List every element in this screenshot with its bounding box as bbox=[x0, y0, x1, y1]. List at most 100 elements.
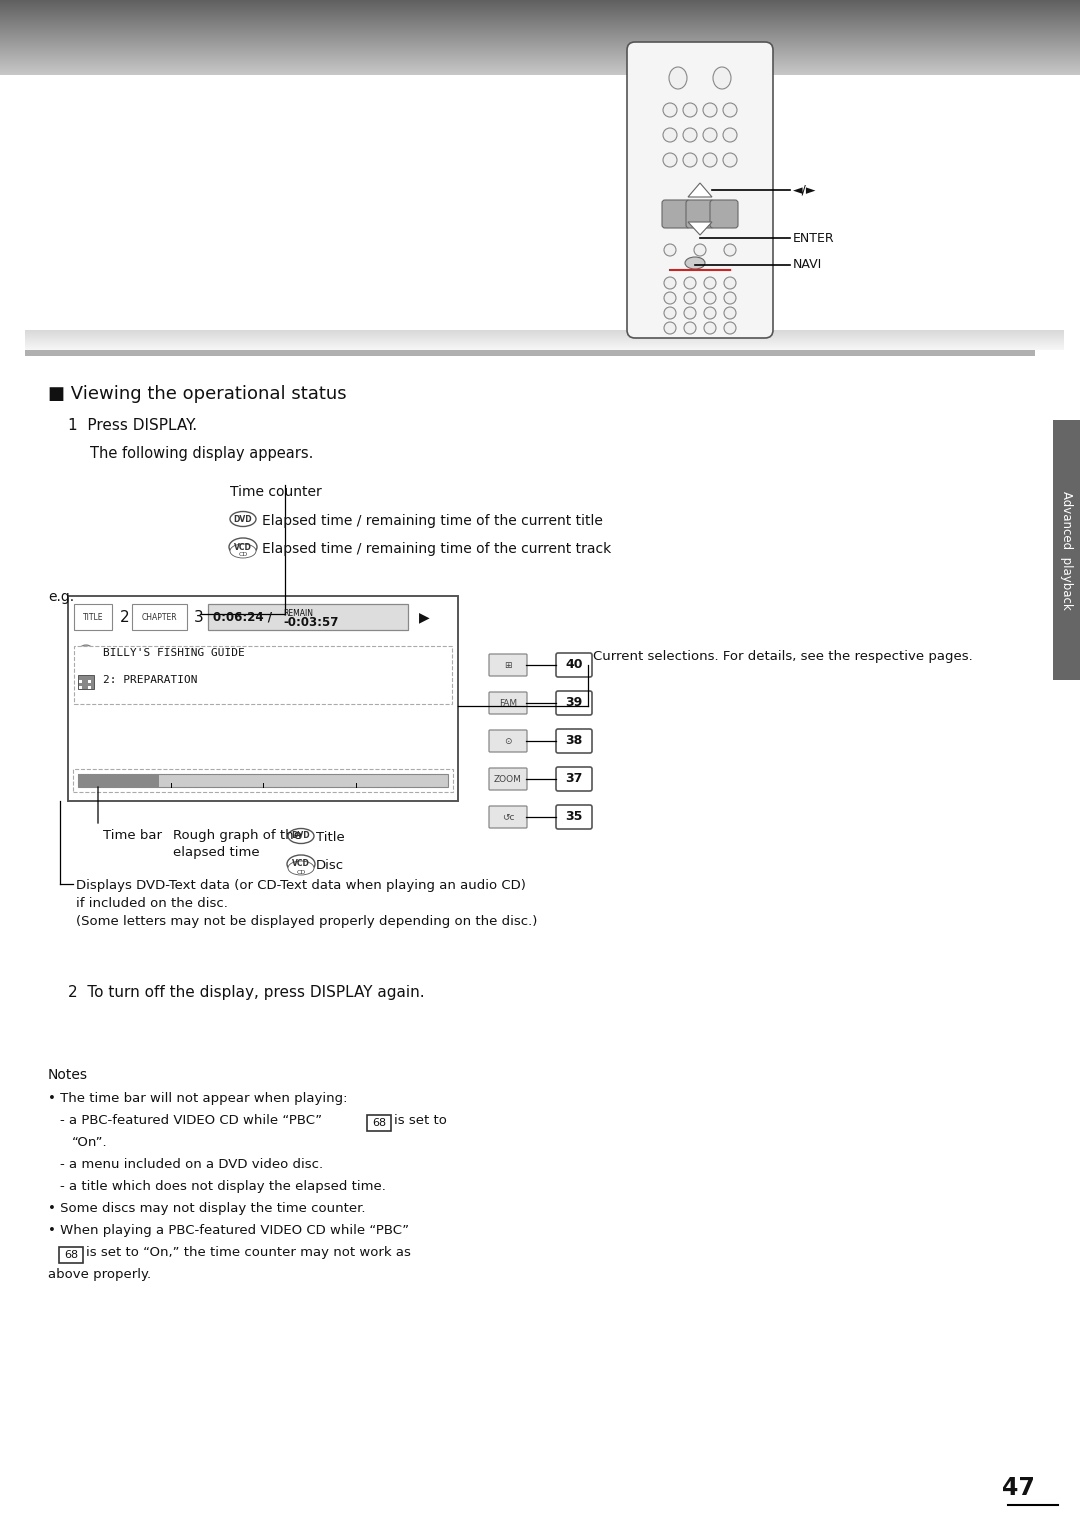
Ellipse shape bbox=[288, 861, 314, 874]
Text: 38: 38 bbox=[565, 734, 582, 748]
Circle shape bbox=[723, 128, 737, 142]
Circle shape bbox=[724, 278, 735, 288]
Text: ◄/►: ◄/► bbox=[793, 183, 816, 197]
FancyBboxPatch shape bbox=[556, 806, 592, 829]
Circle shape bbox=[723, 102, 737, 118]
FancyBboxPatch shape bbox=[627, 43, 773, 337]
Bar bbox=[1053, 420, 1080, 681]
Ellipse shape bbox=[230, 543, 256, 559]
Text: • When playing a PBC-featured VIDEO CD while “PBC”: • When playing a PBC-featured VIDEO CD w… bbox=[48, 1224, 409, 1238]
Text: ▶: ▶ bbox=[419, 610, 430, 624]
Text: Notes: Notes bbox=[48, 1068, 87, 1082]
Circle shape bbox=[684, 291, 696, 304]
Text: Time bar: Time bar bbox=[103, 829, 162, 842]
FancyBboxPatch shape bbox=[75, 604, 112, 630]
Text: -0:03:57: -0:03:57 bbox=[283, 615, 338, 629]
FancyBboxPatch shape bbox=[68, 597, 458, 801]
FancyBboxPatch shape bbox=[73, 769, 453, 792]
Bar bbox=[78, 774, 448, 787]
Circle shape bbox=[703, 128, 717, 142]
Circle shape bbox=[704, 291, 716, 304]
Circle shape bbox=[684, 307, 696, 319]
Circle shape bbox=[664, 322, 676, 334]
Text: REMAIN: REMAIN bbox=[283, 609, 313, 618]
Bar bbox=[79, 687, 82, 690]
Text: ZOOM: ZOOM bbox=[494, 775, 522, 783]
Text: 2: 2 bbox=[120, 609, 130, 624]
Text: ■ Viewing the operational status: ■ Viewing the operational status bbox=[48, 385, 347, 403]
Text: ↺c: ↺c bbox=[502, 812, 514, 821]
Text: Time counter: Time counter bbox=[230, 485, 322, 499]
Text: 37: 37 bbox=[565, 772, 583, 786]
Text: - a title which does not display the elapsed time.: - a title which does not display the ela… bbox=[60, 1180, 386, 1193]
Text: ⊞: ⊞ bbox=[504, 661, 512, 670]
Circle shape bbox=[664, 244, 676, 256]
Text: 0:06:24 /: 0:06:24 / bbox=[213, 610, 272, 624]
Circle shape bbox=[663, 102, 677, 118]
Ellipse shape bbox=[685, 256, 705, 269]
Bar bbox=[79, 681, 82, 684]
Text: Title: Title bbox=[316, 832, 345, 844]
Text: BILLY'S FISHING GUIDE: BILLY'S FISHING GUIDE bbox=[103, 649, 245, 658]
Text: 3: 3 bbox=[194, 609, 204, 624]
Bar bbox=[87, 687, 91, 690]
FancyBboxPatch shape bbox=[489, 806, 527, 829]
Text: 68: 68 bbox=[64, 1250, 78, 1260]
Ellipse shape bbox=[713, 67, 731, 89]
FancyBboxPatch shape bbox=[556, 768, 592, 790]
Text: is set to: is set to bbox=[394, 1114, 447, 1128]
Text: CD: CD bbox=[296, 870, 306, 874]
Text: is set to “On,” the time counter may not work as: is set to “On,” the time counter may not… bbox=[86, 1247, 410, 1259]
Circle shape bbox=[663, 153, 677, 166]
Text: Rough graph of the
elapsed time: Rough graph of the elapsed time bbox=[173, 829, 302, 859]
Circle shape bbox=[704, 322, 716, 334]
Circle shape bbox=[724, 322, 735, 334]
Ellipse shape bbox=[230, 511, 256, 526]
Text: Elapsed time / remaining time of the current track: Elapsed time / remaining time of the cur… bbox=[262, 542, 611, 555]
Text: VCD: VCD bbox=[292, 859, 310, 868]
Text: • Some discs may not display the time counter.: • Some discs may not display the time co… bbox=[48, 1202, 365, 1215]
Bar bbox=[87, 681, 91, 684]
FancyBboxPatch shape bbox=[489, 768, 527, 790]
Circle shape bbox=[684, 322, 696, 334]
FancyBboxPatch shape bbox=[489, 691, 527, 714]
Text: 35: 35 bbox=[565, 810, 583, 824]
FancyBboxPatch shape bbox=[556, 691, 592, 716]
Text: Displays DVD-Text data (or CD-Text data when playing an audio CD)
if included on: Displays DVD-Text data (or CD-Text data … bbox=[76, 879, 538, 928]
Text: NAVI: NAVI bbox=[793, 258, 822, 272]
Text: 1  Press DISPLAY.: 1 Press DISPLAY. bbox=[68, 418, 198, 433]
FancyBboxPatch shape bbox=[489, 655, 527, 676]
Circle shape bbox=[704, 278, 716, 288]
Circle shape bbox=[704, 307, 716, 319]
Text: FAM: FAM bbox=[499, 699, 517, 708]
Text: CHAPTER: CHAPTER bbox=[141, 612, 177, 621]
Circle shape bbox=[724, 244, 735, 256]
Text: 47: 47 bbox=[1002, 1476, 1035, 1500]
FancyBboxPatch shape bbox=[686, 200, 714, 227]
Text: ENTER: ENTER bbox=[793, 232, 835, 244]
Text: ⊙: ⊙ bbox=[504, 737, 512, 746]
Text: VCD: VCD bbox=[234, 543, 252, 551]
FancyBboxPatch shape bbox=[59, 1247, 83, 1264]
Text: 2: PREPARATION: 2: PREPARATION bbox=[103, 674, 198, 685]
FancyBboxPatch shape bbox=[75, 645, 453, 703]
Polygon shape bbox=[688, 183, 712, 197]
Circle shape bbox=[703, 153, 717, 166]
FancyBboxPatch shape bbox=[367, 1116, 391, 1131]
Circle shape bbox=[82, 650, 90, 658]
Circle shape bbox=[694, 244, 706, 256]
FancyBboxPatch shape bbox=[662, 200, 690, 227]
Circle shape bbox=[663, 128, 677, 142]
Text: Current selections. For details, see the respective pages.: Current selections. For details, see the… bbox=[593, 650, 973, 662]
Circle shape bbox=[683, 102, 697, 118]
Text: “On”.: “On”. bbox=[72, 1135, 108, 1149]
Circle shape bbox=[683, 128, 697, 142]
Circle shape bbox=[664, 278, 676, 288]
Circle shape bbox=[664, 291, 676, 304]
Text: • The time bar will not appear when playing:: • The time bar will not appear when play… bbox=[48, 1093, 348, 1105]
Text: DVD: DVD bbox=[233, 514, 253, 523]
Text: DVD: DVD bbox=[292, 832, 310, 841]
Text: CD: CD bbox=[239, 552, 247, 557]
Ellipse shape bbox=[287, 855, 315, 873]
Ellipse shape bbox=[288, 829, 314, 844]
